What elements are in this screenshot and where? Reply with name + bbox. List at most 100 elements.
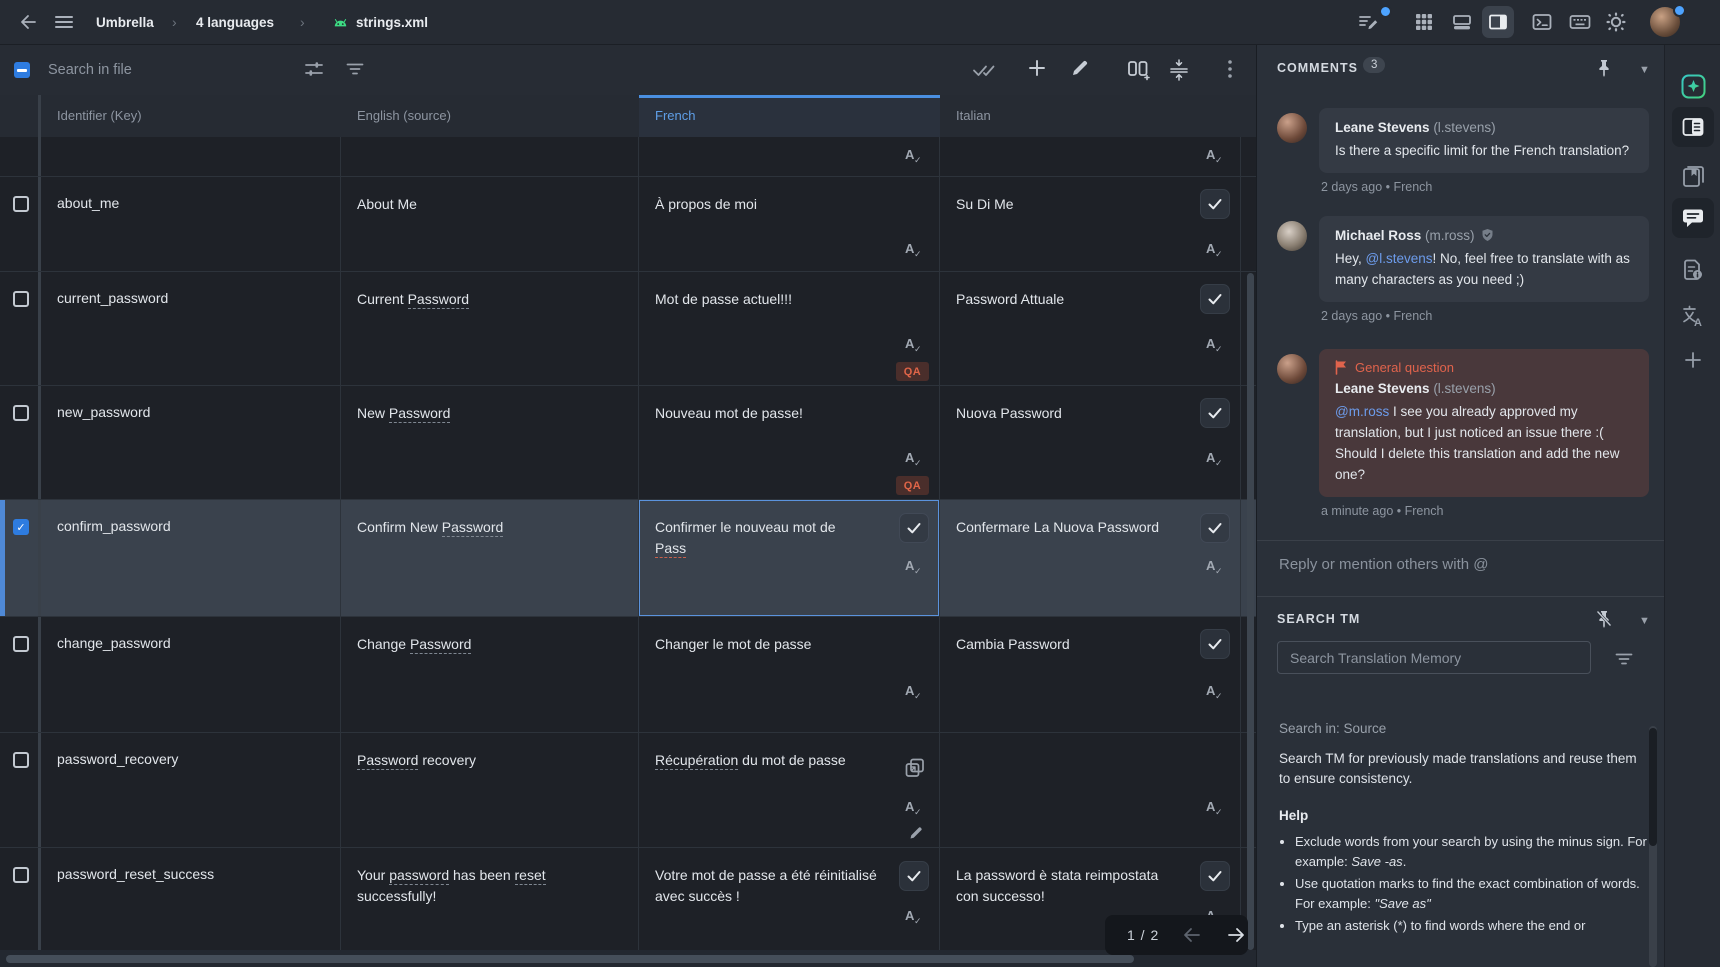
approve-button[interactable]	[1200, 189, 1230, 219]
approve-button[interactable]	[1200, 513, 1230, 543]
spellcheck-icon[interactable]: A✓	[905, 241, 922, 259]
chevron-down-icon[interactable]: ▼	[1639, 64, 1650, 76]
breadcrumb-branch[interactable]: 4 languages	[196, 14, 275, 30]
column-header-french[interactable]: French	[639, 95, 940, 137]
search-settings-icon[interactable]	[303, 58, 325, 80]
translation-french[interactable]: Changer le mot de passe	[655, 636, 812, 652]
comments-chat-icon-active[interactable]	[1672, 198, 1714, 238]
next-page-icon[interactable]	[1225, 926, 1247, 944]
translation-italian-empty[interactable]	[940, 733, 1240, 750]
file-info-icon[interactable]	[1672, 250, 1714, 290]
menu-icon[interactable]	[52, 10, 76, 34]
spellcheck-icon[interactable]: A✓	[905, 908, 922, 926]
spellcheck-icon[interactable]: A✓	[905, 799, 922, 817]
translation-italian[interactable]: Nuova Password	[956, 405, 1062, 421]
translation-italian[interactable]: Cambia Password	[956, 636, 1070, 652]
breadcrumb-file[interactable]: strings.xml	[356, 14, 429, 30]
translation-french[interactable]: Nouveau mot de passe!	[655, 405, 803, 421]
spellcheck-icon[interactable]: A✓	[1206, 450, 1223, 468]
translation-french[interactable]: À propos de moi	[655, 196, 757, 212]
ai-assistant-icon[interactable]	[1672, 66, 1714, 106]
column-header-key[interactable]: Identifier (Key)	[57, 108, 142, 123]
panel-scrollbar-thumb[interactable]	[1649, 728, 1657, 846]
translation-french[interactable]: Récupération du mot de passe	[655, 752, 846, 770]
spellcheck-icon[interactable]: A✓	[905, 558, 922, 576]
approve-button[interactable]	[899, 861, 929, 891]
horizontal-scrollbar-thumb[interactable]	[6, 955, 1134, 963]
comment-item[interactable]: Leane Stevens (l.stevens) Is there a spe…	[1257, 108, 1665, 194]
tm-filter-icon[interactable]	[1613, 648, 1635, 670]
collapse-rows-icon[interactable]	[1168, 58, 1190, 82]
spellcheck-icon[interactable]: A✓	[1206, 683, 1223, 701]
add-string-icon[interactable]	[1027, 58, 1047, 78]
more-options-icon[interactable]	[1227, 58, 1233, 80]
translation-french[interactable]: Votre mot de passe a été réinitialisé av…	[655, 867, 877, 904]
row-checkbox[interactable]	[13, 636, 29, 652]
select-all-checkbox[interactable]	[14, 62, 30, 78]
breadcrumb-project[interactable]: Umbrella	[96, 14, 154, 30]
spellcheck-icon[interactable]: A✓	[1206, 241, 1223, 259]
translation-italian[interactable]: Password Attuale	[956, 291, 1065, 307]
spellcheck-icon[interactable]: A✓	[905, 336, 922, 354]
translation-italian[interactable]: Confermare La Nuova Password	[956, 519, 1160, 535]
column-header-source[interactable]: English (source)	[357, 108, 451, 123]
edit-string-icon[interactable]	[1070, 58, 1090, 78]
spellcheck-icon[interactable]: A✓	[1206, 799, 1223, 817]
translation-italian[interactable]: La password è stata reimpostata con succ…	[956, 867, 1159, 904]
row-checkbox-checked[interactable]: ✓	[13, 519, 29, 535]
approve-button[interactable]	[899, 513, 929, 543]
row-checkbox[interactable]	[13, 752, 29, 768]
add-panel-icon[interactable]	[1672, 340, 1714, 380]
table-row[interactable]: current_password Current Password Mot de…	[0, 272, 1256, 386]
spellcheck-icon[interactable]: A✓	[1206, 147, 1223, 165]
row-checkbox[interactable]	[13, 405, 29, 421]
spellcheck-icon[interactable]: A✓	[1206, 336, 1223, 354]
approve-button[interactable]	[1200, 398, 1230, 428]
table-row[interactable]: password_recovery Password recovery Récu…	[0, 733, 1256, 848]
translation-italian[interactable]: Su Di Me	[956, 196, 1014, 212]
previous-page-icon[interactable]	[1181, 926, 1203, 944]
unpin-icon[interactable]	[1595, 609, 1613, 629]
comment-item[interactable]: Michael Ross (m.ross) Hey, @l.stevens! N…	[1257, 216, 1665, 323]
search-in-file-input[interactable]	[46, 54, 280, 86]
back-icon[interactable]	[14, 10, 38, 34]
table-row[interactable]: new_password New Password Nouveau mot de…	[0, 386, 1256, 500]
translation-french[interactable]: Mot de passe actuel!!!	[655, 291, 792, 307]
column-header-italian[interactable]: Italian	[956, 108, 991, 123]
columns-add-icon[interactable]	[1126, 58, 1152, 82]
keyboard-icon[interactable]	[1568, 10, 1592, 34]
pin-icon[interactable]	[1595, 58, 1613, 78]
glossary-book-icon[interactable]	[1672, 156, 1714, 196]
spellcheck-icon[interactable]: A✓	[905, 147, 922, 165]
edit-translation-icon[interactable]	[909, 825, 924, 840]
search-tm-input[interactable]	[1277, 641, 1591, 674]
qa-badge[interactable]: QA	[896, 476, 929, 495]
approve-all-icon[interactable]	[972, 58, 998, 82]
table-row[interactable]: A ✓ A ✓	[0, 137, 1256, 177]
reply-input[interactable]	[1277, 555, 1621, 574]
qa-badge[interactable]: QA	[896, 362, 929, 381]
approve-button[interactable]	[1200, 284, 1230, 314]
approve-button[interactable]	[1200, 861, 1230, 891]
active-translation-cell[interactable]: Confirmer le nouveau mot de Pass A ✓	[639, 500, 940, 616]
panel-right-layout-icon-active[interactable]	[1482, 6, 1514, 38]
spellcheck-icon[interactable]: A✓	[905, 450, 922, 468]
settings-gear-icon[interactable]	[1604, 10, 1628, 34]
row-checkbox[interactable]	[13, 867, 29, 883]
table-row[interactable]: about_me About Me À propos de moi A ✓ Su …	[0, 177, 1256, 272]
table-row[interactable]: change_password Change Password Changer …	[0, 617, 1256, 733]
panel-bottom-layout-icon[interactable]	[1450, 10, 1474, 34]
copy-source-icon[interactable]	[904, 757, 926, 779]
filter-icon[interactable]	[344, 58, 366, 80]
spellcheck-icon[interactable]: A✓	[1206, 558, 1223, 576]
comment-item[interactable]: General question Leane Stevens (l.steven…	[1257, 349, 1665, 518]
chevron-down-icon[interactable]: ▼	[1639, 615, 1650, 627]
row-checkbox[interactable]	[13, 291, 29, 307]
terminal-icon[interactable]	[1530, 10, 1554, 34]
grid-view-icon[interactable]	[1412, 10, 1436, 34]
sidebar-panel-icon-active[interactable]	[1672, 107, 1714, 147]
table-row[interactable]: password_reset_success Your password has…	[0, 848, 1256, 950]
compose-notes-icon[interactable]	[1356, 10, 1380, 34]
spellcheck-icon[interactable]: A✓	[905, 683, 922, 701]
translate-icon[interactable]: A	[1672, 296, 1714, 336]
